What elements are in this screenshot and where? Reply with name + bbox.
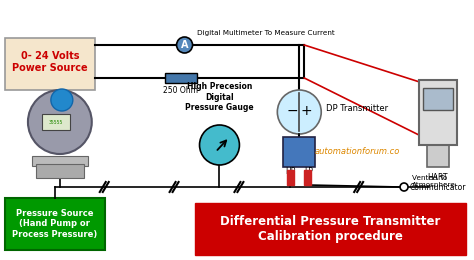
Text: −: − [286, 104, 298, 118]
Circle shape [177, 37, 192, 53]
Text: 250 Ohm: 250 Ohm [163, 86, 198, 94]
Bar [194, 203, 466, 255]
Text: High Precesion
Digital
Pressure Gauge: High Precesion Digital Pressure Gauge [185, 82, 254, 112]
Text: Pressure Source
(Hand Pump or
Process Pressure): Pressure Source (Hand Pump or Process Pr… [12, 209, 98, 239]
Bar [5, 38, 95, 90]
Bar [42, 114, 70, 130]
Text: Differential Pressure Transmitter
Calibration procedure: Differential Pressure Transmitter Calibr… [220, 215, 440, 243]
Bar [5, 198, 105, 250]
Text: 35555: 35555 [49, 120, 63, 125]
Bar [32, 156, 88, 166]
Circle shape [28, 90, 92, 154]
Circle shape [277, 90, 321, 134]
Bar [164, 73, 197, 83]
Bar [283, 137, 315, 167]
Circle shape [51, 89, 73, 111]
Text: 0- 24 Volts
Power Source: 0- 24 Volts Power Source [12, 51, 88, 73]
Bar [423, 88, 453, 110]
Bar [419, 80, 457, 145]
Text: LP: LP [304, 167, 313, 177]
Bar [427, 145, 449, 167]
Bar [36, 164, 84, 178]
Text: +: + [301, 104, 312, 118]
Circle shape [200, 125, 239, 165]
Text: automationforum.co: automationforum.co [314, 147, 400, 157]
Text: HP: HP [285, 167, 295, 177]
Bar [287, 170, 294, 185]
Text: DP Transmitter: DP Transmitter [326, 103, 388, 113]
Circle shape [400, 183, 408, 191]
Text: A: A [181, 40, 188, 50]
Text: Vented To
Atmosphere: Vented To Atmosphere [412, 176, 456, 188]
Text: HART
Communicator: HART Communicator [410, 173, 466, 192]
Text: Digital Multimeter To Measure Current: Digital Multimeter To Measure Current [197, 30, 334, 36]
Bar [304, 170, 311, 185]
